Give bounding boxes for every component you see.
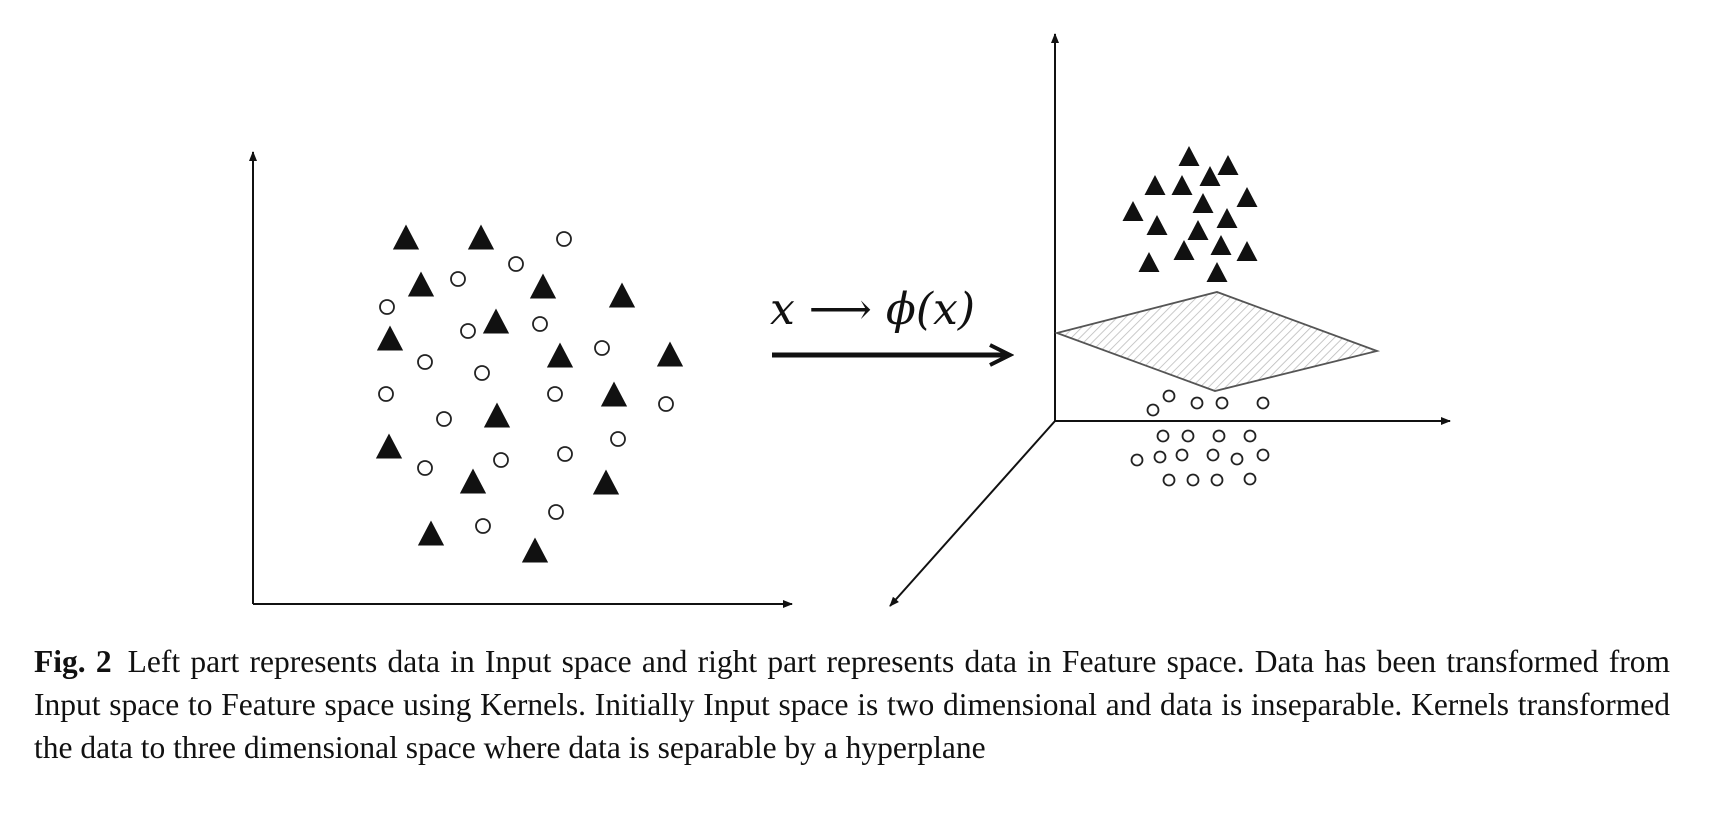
figure-caption: Fig. 2 Left part represents data in Input… [34, 640, 1670, 769]
triangle-point [1206, 262, 1228, 282]
triangle-point [1217, 155, 1239, 175]
triangle-point [1199, 166, 1221, 186]
triangle-point [1210, 235, 1232, 255]
feature-space-circles [1130, 389, 1270, 487]
triangle-point [407, 271, 435, 297]
kernel-transformation-figure: x ⟶ ϕ(x) [249, 33, 1451, 608]
circle-point [658, 396, 674, 412]
triangle-point [1146, 215, 1168, 235]
triangle-point [392, 224, 420, 250]
circle-point [1181, 429, 1195, 443]
triangle-point [482, 308, 510, 334]
triangle-point [376, 325, 404, 351]
triangle-point [1122, 201, 1144, 221]
circle-point [594, 340, 610, 356]
triangle-point [656, 341, 684, 367]
circle-point [557, 446, 573, 462]
triangle-point [1178, 146, 1200, 166]
triangle-point [417, 520, 445, 546]
circle-point [1146, 403, 1160, 417]
circle-point [548, 504, 564, 520]
triangle-point [467, 224, 495, 250]
triangle-point [459, 468, 487, 494]
circle-point [1186, 473, 1200, 487]
input-space-circles [378, 231, 674, 534]
triangle-point [1138, 252, 1160, 272]
circle-point [1153, 450, 1167, 464]
triangle-point [1236, 187, 1258, 207]
triangle-point [483, 402, 511, 428]
mapping-label: x ⟶ ϕ(x) [770, 284, 975, 335]
triangle-point [375, 433, 403, 459]
caption-text: Left part represents data in Input space… [34, 644, 1671, 765]
circle-point [493, 452, 509, 468]
circle-point [460, 323, 476, 339]
triangle-point [521, 537, 549, 563]
circle-point [1190, 396, 1204, 410]
circle-point [450, 271, 466, 287]
triangle-point [592, 469, 620, 495]
input-space-axes [249, 151, 793, 608]
feature-y-axis [889, 420, 1056, 607]
triangle-point [546, 342, 574, 368]
circle-point [532, 316, 548, 332]
circle-point [1243, 429, 1257, 443]
circle-point [474, 365, 490, 381]
circle-point [475, 518, 491, 534]
triangle-point [1236, 241, 1258, 261]
circle-point [1212, 429, 1226, 443]
circle-point [1230, 452, 1244, 466]
circle-point [1206, 448, 1220, 462]
circle-point [610, 431, 626, 447]
circle-point [1243, 472, 1257, 486]
circle-point [379, 299, 395, 315]
circle-point [1256, 448, 1270, 462]
feature-space-axes [889, 33, 1451, 607]
triangle-point [1173, 240, 1195, 260]
triangle-point [1144, 175, 1166, 195]
circle-point [1215, 396, 1229, 410]
triangle-point [608, 282, 636, 308]
circle-point [417, 460, 433, 476]
circle-point [436, 411, 452, 427]
triangle-point [1216, 208, 1238, 228]
circle-point [417, 354, 433, 370]
triangle-point [1171, 175, 1193, 195]
triangle-point [600, 381, 628, 407]
input-space-triangles [375, 224, 684, 563]
triangle-point [1192, 193, 1214, 213]
circle-point [556, 231, 572, 247]
circle-point [1130, 453, 1144, 467]
triangle-point [1187, 220, 1209, 240]
circle-point [1162, 389, 1176, 403]
circle-point [1210, 473, 1224, 487]
hyperplane [1053, 291, 1381, 392]
circle-point [378, 386, 394, 402]
feature-space-triangles [1122, 146, 1258, 282]
circle-point [1162, 473, 1176, 487]
circle-point [1175, 448, 1189, 462]
circle-point [547, 386, 563, 402]
circle-point [1256, 396, 1270, 410]
triangle-point [529, 273, 557, 299]
circle-point [1156, 429, 1170, 443]
caption-label: Fig. 2 [34, 644, 112, 679]
circle-point [508, 256, 524, 272]
